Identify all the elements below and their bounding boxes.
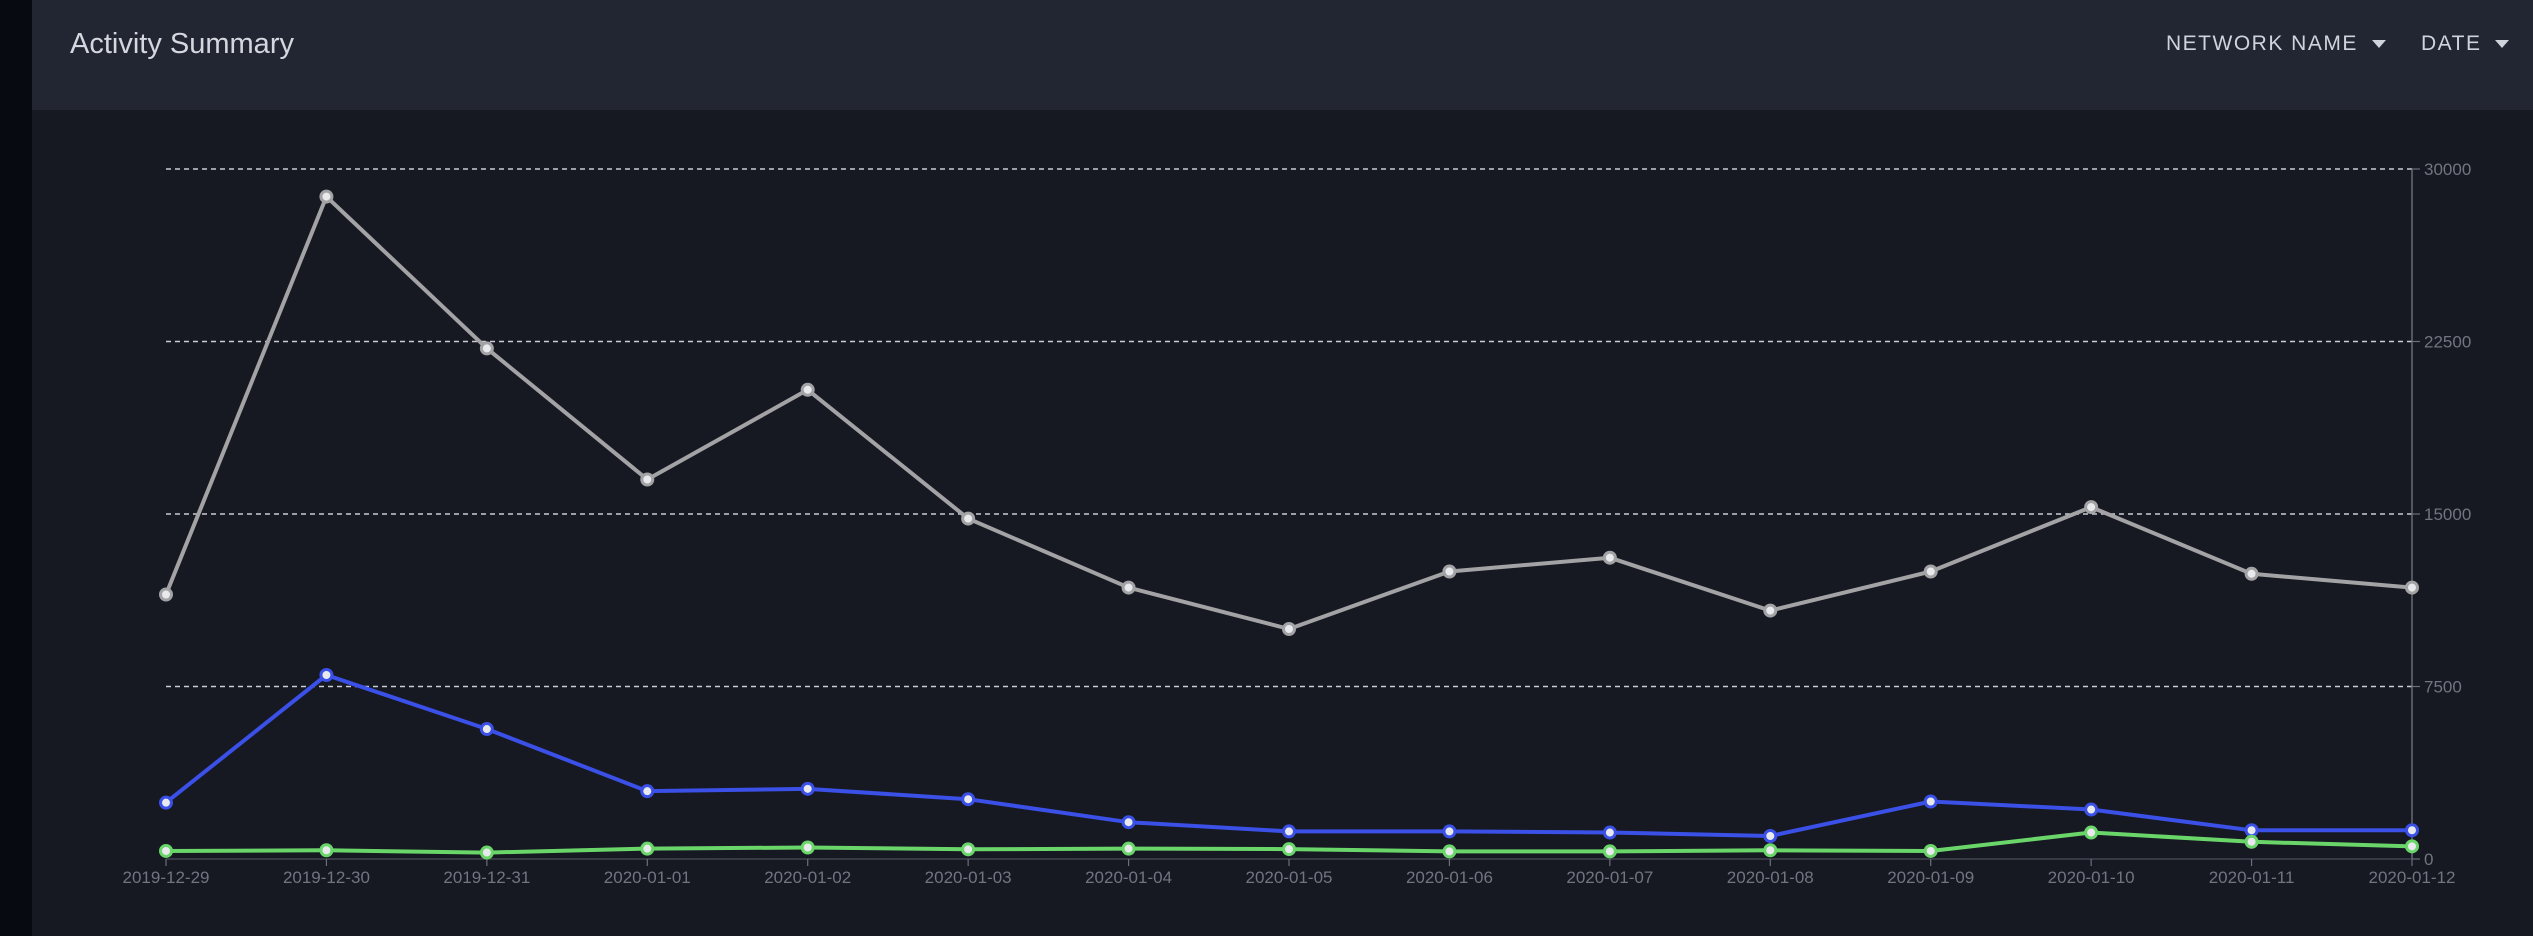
x-tick-label: 2020-01-10 <box>2048 868 2135 887</box>
x-tick-label: 2020-01-12 <box>2369 868 2456 887</box>
series-2-point <box>1604 827 1615 838</box>
series-1-point <box>1925 566 1936 577</box>
series-2-point <box>2246 825 2257 836</box>
date-dropdown-label: DATE <box>2421 32 2481 56</box>
series-2-point <box>1444 826 1455 837</box>
series-3-point <box>2086 827 2097 838</box>
page-title: Activity Summary <box>70 28 294 61</box>
series-2-point <box>1765 831 1776 842</box>
y-tick-label: 0 <box>2424 850 2433 869</box>
series-3-point <box>963 844 974 855</box>
series-3-point <box>321 845 332 856</box>
series-1-point <box>481 343 492 354</box>
series-3-point <box>2246 836 2257 847</box>
series-2-point <box>1284 826 1295 837</box>
series-3-point <box>161 845 172 856</box>
chart-area: 0 7500 15000 22500 30000 2019-12-29 2019-12-30… <box>32 110 2533 936</box>
series-1-point <box>963 513 974 524</box>
series-3-point <box>1765 845 1776 856</box>
series-1-point <box>1444 566 1455 577</box>
x-tick-label: 2020-01-07 <box>1566 868 1653 887</box>
x-tick-label: 2020-01-09 <box>1887 868 1974 887</box>
header-bar: Activity Summary NETWORK NAME DATE <box>32 0 2533 110</box>
series-1-point <box>2407 582 2418 593</box>
series-1-point <box>1604 552 1615 563</box>
x-tick-label: 2020-01-03 <box>925 868 1012 887</box>
series-3-point <box>642 843 653 854</box>
x-tick-label: 2020-01-11 <box>2209 868 2295 887</box>
y-tick-label: 7500 <box>2424 678 2462 697</box>
series-2-point <box>321 670 332 681</box>
series-3-point <box>2407 841 2418 852</box>
x-tick-label: 2019-12-29 <box>123 868 210 887</box>
series-line-1 <box>166 197 2412 629</box>
series-1-point <box>1765 605 1776 616</box>
series-2-point <box>1123 817 1134 828</box>
series-3-point <box>1604 846 1615 857</box>
series-1-point <box>642 474 653 485</box>
series-2-point <box>2086 804 2097 815</box>
series-1-point <box>161 589 172 600</box>
x-tick-label: 2020-01-08 <box>1727 868 1814 887</box>
network-name-dropdown[interactable]: NETWORK NAME <box>2166 32 2386 56</box>
series-3-point <box>1444 846 1455 857</box>
series-2-point <box>642 786 653 797</box>
caret-down-icon <box>2372 40 2386 48</box>
series-1-point <box>1284 624 1295 635</box>
series-1-point <box>2246 568 2257 579</box>
series-1-point <box>2086 502 2097 513</box>
series-1-point <box>802 384 813 395</box>
series-2-point <box>1925 796 1936 807</box>
series-3-point <box>481 847 492 858</box>
series-3-point <box>1123 843 1134 854</box>
series-2-point <box>963 794 974 805</box>
activity-line-chart: 0 7500 15000 22500 30000 2019-12-29 2019-12-30… <box>32 110 2533 936</box>
x-tick-label: 2020-01-02 <box>764 868 851 887</box>
series-3-point <box>1925 845 1936 856</box>
series-1-point <box>1123 582 1134 593</box>
series-2-point <box>802 783 813 794</box>
x-tick-label: 2020-01-01 <box>604 868 691 887</box>
x-tick-label: 2020-01-05 <box>1246 868 1333 887</box>
network-name-dropdown-label: NETWORK NAME <box>2166 32 2358 56</box>
y-tick-label: 30000 <box>2424 160 2471 179</box>
series-3-point <box>1284 844 1295 855</box>
y-tick-label: 15000 <box>2424 505 2471 524</box>
date-dropdown[interactable]: DATE <box>2421 32 2509 56</box>
series-2-point <box>481 724 492 735</box>
x-tick-label: 2019-12-31 <box>443 868 530 887</box>
caret-down-icon <box>2495 40 2509 48</box>
y-tick-label: 22500 <box>2424 333 2471 352</box>
series-2-point <box>2407 825 2418 836</box>
x-tick-label: 2020-01-06 <box>1406 868 1493 887</box>
series-line-2 <box>166 675 2412 836</box>
series-3-point <box>802 842 813 853</box>
side-navigation-strip <box>0 0 32 936</box>
series-1-point <box>321 191 332 202</box>
x-tick-label: 2019-12-30 <box>283 868 370 887</box>
series-2-point <box>161 797 172 808</box>
x-tick-label: 2020-01-04 <box>1085 868 1172 887</box>
